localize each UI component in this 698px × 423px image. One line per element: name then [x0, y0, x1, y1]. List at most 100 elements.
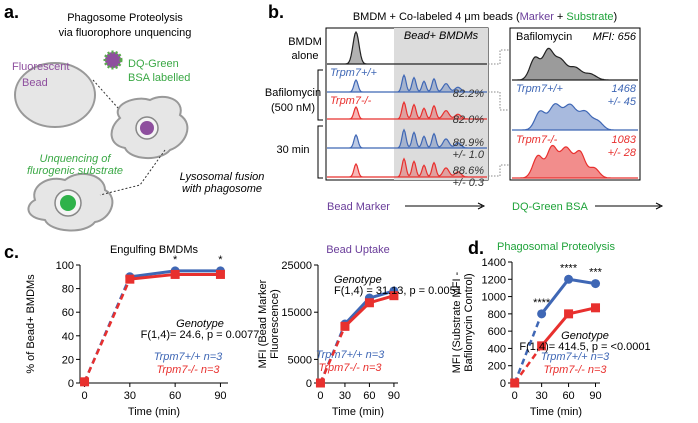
- percent: 89.9%: [453, 137, 484, 149]
- arrow: [405, 202, 486, 210]
- chart-title: Engulfing BMDMs: [110, 244, 199, 256]
- y-tick-label: 15000: [281, 307, 312, 319]
- x-tick-label: 90: [589, 390, 601, 402]
- trend-dashed: [83, 276, 131, 383]
- y-tick-label: 1000: [482, 292, 506, 304]
- x-tick-label: 0: [512, 390, 518, 402]
- label: Unquencing of: [40, 153, 112, 165]
- percent: 88.6%: [453, 165, 484, 177]
- panel-title: via fluorophore unquencing: [59, 27, 192, 39]
- trend-dashed: [513, 313, 543, 384]
- marker: [389, 291, 399, 301]
- y-tick-label: 0: [68, 378, 74, 390]
- y-tick-label: 600: [488, 326, 506, 338]
- cell: [14, 62, 96, 128]
- label: BSA labelled: [128, 72, 190, 84]
- panel-title: BMDM + Co-labeled 4 μm beads (Marker + S…: [353, 11, 617, 23]
- genotype-label: Trpm7+/+: [516, 83, 563, 95]
- marker: [564, 274, 574, 284]
- x-tick-label: 90: [214, 390, 226, 402]
- y-tick-label: 0: [306, 378, 312, 390]
- marker: [537, 309, 547, 319]
- panel-label: d.: [468, 238, 484, 258]
- marker: [510, 378, 520, 388]
- significance: ****: [533, 297, 551, 309]
- y-tick-label: 400: [488, 343, 506, 355]
- histograms: [327, 30, 638, 179]
- legend-entry: Trpm7-/- n=3: [318, 362, 382, 374]
- genotype-label: Trpm7-/-: [330, 95, 372, 107]
- marker: [125, 274, 135, 284]
- y-tick-label: 100: [56, 260, 74, 272]
- significance: *: [173, 254, 178, 266]
- y-tick-label: 60: [62, 307, 74, 319]
- marker: [215, 269, 225, 279]
- stats-title: Genotype: [561, 330, 609, 342]
- title-part: Marker: [520, 11, 555, 23]
- significance: ***: [589, 267, 603, 279]
- x-tick-label: 0: [317, 390, 323, 402]
- title-part: ): [614, 11, 618, 23]
- arrow: [595, 202, 664, 210]
- connector: [488, 49, 510, 177]
- percent: +/- 1.0: [453, 149, 485, 161]
- bead: [103, 50, 123, 70]
- y-tick-label: 20: [62, 354, 74, 366]
- label: 1083: [612, 134, 637, 146]
- x-axis-label: Time (min): [530, 406, 582, 418]
- genotype-label: Trpm7+/+: [330, 67, 377, 79]
- panel-label: b.: [268, 2, 284, 22]
- histogram: [327, 157, 487, 178]
- marker: [564, 309, 574, 319]
- y-axis-label: Bafilomycin Control): [463, 273, 475, 371]
- stats: F(1,4)= 414.5, p = <0.0001: [519, 341, 650, 353]
- y-tick-label: 0: [500, 378, 506, 390]
- y-axis-label: Fluorescence): [269, 289, 281, 359]
- marker: [591, 279, 601, 289]
- x-tick-label: 30: [124, 390, 136, 402]
- marker: [80, 377, 90, 387]
- bead: [60, 195, 76, 211]
- x-tick-label: 0: [81, 390, 87, 402]
- panel-label: a.: [4, 2, 19, 22]
- legend-entry: Trpm7+/+ n=3: [541, 351, 610, 363]
- legend-entry: Trpm7-/- n=3: [156, 364, 220, 376]
- label: with phagosome: [182, 183, 262, 195]
- percent: 82.2%: [453, 88, 484, 100]
- x-axis-label: Time (min): [332, 406, 384, 418]
- gate: [394, 28, 488, 180]
- legend-entry: Trpm7+/+ n=3: [316, 349, 385, 361]
- genotype-label: Trpm7-/-: [516, 134, 558, 146]
- label: flurogenic substrate: [27, 165, 123, 177]
- percent: +/- 0.3: [453, 177, 485, 189]
- row-label: 30 min: [276, 144, 309, 156]
- marker: [364, 298, 374, 308]
- y-tick-label: 200: [488, 361, 506, 373]
- marker: [591, 303, 601, 313]
- label: 1468: [612, 83, 637, 95]
- label: DQ-Green: [128, 58, 179, 70]
- chart-title: Phagosomal Proteolysis: [497, 241, 616, 253]
- trend-dashed: [83, 278, 131, 383]
- label: MFI: 656: [593, 31, 637, 43]
- marker: [340, 321, 350, 331]
- y-tick-label: 80: [62, 284, 74, 296]
- row-label: BMDM: [288, 36, 322, 48]
- x-axis-label: Time (min): [128, 406, 180, 418]
- x-axis-label: Bead Marker: [327, 201, 390, 213]
- row-label: Bafilomycin: [265, 87, 321, 99]
- significance: *: [218, 254, 223, 266]
- y-axis-label: MFI (Substrate MFI -: [451, 271, 463, 373]
- percent: 82.0%: [453, 114, 484, 126]
- y-tick-label: 1400: [482, 257, 506, 269]
- stats: F(1,4) = 31.13, p = 0.0051: [334, 285, 462, 297]
- chart-title: Bead Uptake: [326, 244, 390, 256]
- x-tick-label: 90: [388, 390, 400, 402]
- x-tick-label: 60: [562, 390, 574, 402]
- label: Bead: [22, 77, 48, 89]
- title-part: BMDM + Co-labeled 4 μm beads (: [353, 11, 520, 23]
- y-axis-label: MFI (Bead Marker: [257, 279, 269, 368]
- histogram: [512, 103, 638, 131]
- gate-label: Bead+ BMDMs: [404, 30, 479, 42]
- marker: [315, 378, 325, 388]
